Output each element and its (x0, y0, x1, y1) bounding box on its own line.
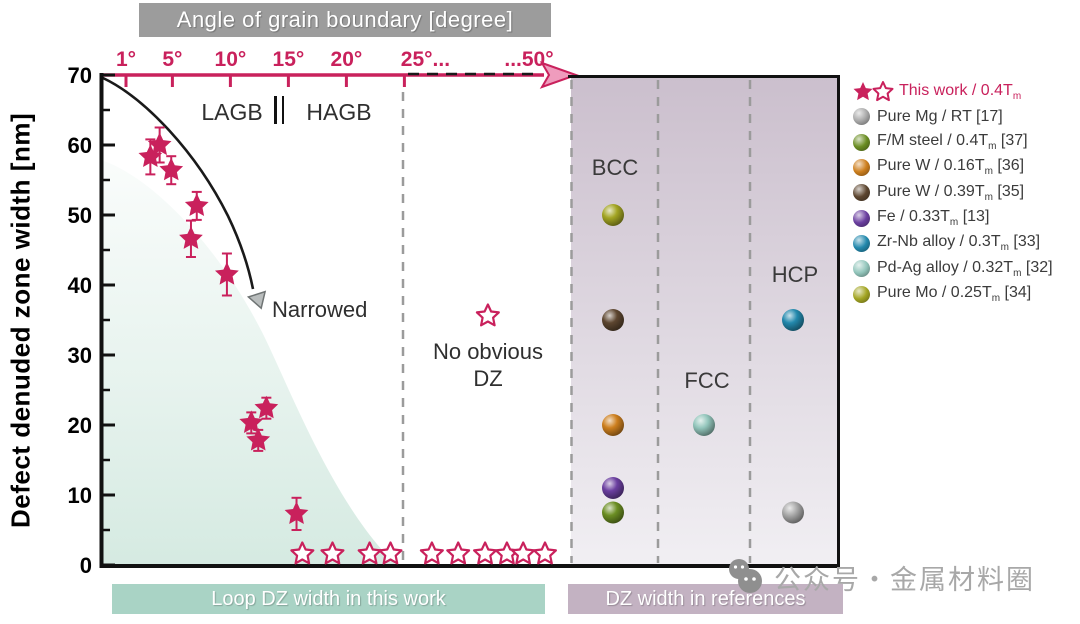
trend-arrowhead (246, 290, 267, 310)
legend-label: Pure W / 0.16Tm [36] (877, 157, 1025, 178)
y-tick-label-40: 40 (68, 273, 92, 298)
watermark-text: 公众号・金属材料圈 (774, 564, 1035, 595)
open-star-point-8 (511, 541, 536, 565)
open-star-point-5 (446, 541, 471, 565)
legend-item-4: Pure W / 0.39Tm [35] (853, 180, 1053, 205)
filled-star-point-1 (147, 132, 172, 156)
legend-star-icons (853, 80, 894, 101)
x-tick-label-1: 1° (116, 48, 136, 71)
filled-star-point-9 (284, 501, 309, 524)
open-star-point-2 (357, 541, 382, 565)
dz-references-caption-box: DZ width in references (568, 584, 843, 614)
reference-sphere-bcc-0 (602, 204, 624, 226)
filled-star-point-5 (215, 262, 239, 285)
reference-sphere-hcp-6 (782, 309, 804, 331)
narrowed-annotation: Narrowed (272, 297, 368, 322)
open-star-point-10 (475, 303, 500, 327)
legend-item-3: Pure W / 0.16Tm [36] (853, 155, 1053, 180)
filled-star-point-8 (254, 395, 279, 419)
x-tick-label-15: 15° (273, 48, 305, 71)
lagb-hagb-divider (274, 96, 284, 124)
series-this-work-filled (138, 126, 309, 531)
legend-item-5: Fe / 0.33Tm [13] (853, 205, 1053, 230)
reference-sphere-bcc-4 (602, 501, 624, 524)
loop-dz-shaded-region (101, 160, 396, 565)
y-tick-label-30: 30 (68, 343, 92, 368)
legend-item-7: Pd-Ag alloy / 0.32Tm [32] (853, 256, 1053, 281)
legend-sphere-icon (853, 108, 870, 126)
x-tick-label-20: 20° (331, 48, 363, 71)
reference-sphere-fcc-5 (693, 414, 715, 436)
y-tick-label-60: 60 (68, 133, 92, 158)
y-tick-label-20: 20 (68, 413, 92, 438)
reference-sphere-hcp-7 (782, 501, 804, 524)
loop-dz-caption-box: Loop DZ width in this work (112, 584, 545, 614)
open-star-point-6 (473, 541, 498, 565)
x-axis-title-box: Angle of grain boundary [degree] (139, 3, 551, 37)
x-tick-label-50: ...50° (504, 48, 553, 71)
hagb-label: HAGB (306, 99, 372, 125)
legend-label: Fe / 0.33Tm [13] (877, 208, 990, 229)
legend-item-1: Pure Mg / RT [17] (853, 104, 1053, 129)
y-tick-label-70: 70 (68, 63, 92, 88)
y-axis-label: Defect denuded zone width [nm] (5, 112, 36, 528)
reference-sphere-bcc-3 (602, 477, 624, 499)
legend-sphere-icon (853, 184, 870, 202)
hcp-group-label: HCP (771, 262, 819, 287)
wechat-icon (729, 559, 762, 593)
reference-sphere-bcc-2 (602, 414, 624, 436)
legend-label: Pd-Ag alloy / 0.32Tm [32] (877, 258, 1053, 279)
legend-item-6: Zr-Nb alloy / 0.3Tm [33] (853, 231, 1053, 256)
open-star-point-4 (419, 541, 444, 565)
filled-star-point-4 (184, 193, 209, 216)
open-star-point-0 (290, 541, 315, 565)
x-axis-arrowhead (539, 61, 580, 89)
series-references (602, 204, 804, 524)
legend-sphere-icon (853, 285, 870, 303)
filled-star-point-6 (239, 410, 264, 433)
legend-label: This work / 0.4Tm (899, 81, 1022, 102)
x-tick-label-5: 5° (162, 48, 182, 71)
legend-sphere-icon (853, 133, 870, 151)
legend-sphere-icon (853, 234, 870, 252)
bcc-group-label: BCC (591, 155, 639, 180)
reference-sphere-bcc-1 (602, 309, 624, 331)
y-tick-label-10: 10 (68, 483, 92, 508)
legend-sphere-icon (853, 260, 870, 278)
legend-item-2: F/M steel / 0.4Tm [37] (853, 130, 1053, 155)
legend-label: F/M steel / 0.4Tm [37] (877, 132, 1028, 153)
fcc-group-label: FCC (684, 368, 730, 393)
legend-sphere-icon (853, 209, 870, 227)
legend-label: Pure W / 0.39Tm [35] (877, 182, 1025, 203)
legend-label: Pure Mg / RT [17] (877, 107, 1003, 125)
y-tick-label-50: 50 (68, 203, 92, 228)
chart-legend: This work / 0.4Tm Pure Mg / RT [17] F/M st… (853, 79, 1053, 307)
filled-star-point-0 (138, 144, 163, 167)
open-star-point-1 (320, 541, 345, 565)
lagb-label: LAGB (201, 99, 263, 125)
no-obvious-dz-annotation: No obvious DZ (432, 339, 544, 391)
legend-item-8: Pure Mo / 0.25Tm [34] (853, 281, 1053, 306)
x-tick-label-25: 25°... (401, 48, 450, 71)
trend-curve (102, 76, 255, 290)
y-tick-label-0: 0 (80, 553, 92, 578)
open-star-point-9 (532, 541, 558, 565)
open-star-point-3 (378, 541, 403, 565)
series-this-work-open (290, 303, 558, 565)
watermark: 公众号・金属材料圈 (722, 554, 1035, 600)
x-tick-label-10: 10° (215, 48, 247, 71)
filled-star-point-2 (159, 157, 184, 181)
legend-label: Pure Mo / 0.25Tm [34] (877, 283, 1032, 305)
legend-item-0: This work / 0.4Tm (853, 79, 1053, 104)
filled-star-point-3 (179, 226, 203, 249)
legend-sphere-icon (853, 159, 870, 177)
filled-star-point-7 (246, 427, 271, 451)
legend-label: Zr-Nb alloy / 0.3Tm [33] (877, 233, 1041, 254)
